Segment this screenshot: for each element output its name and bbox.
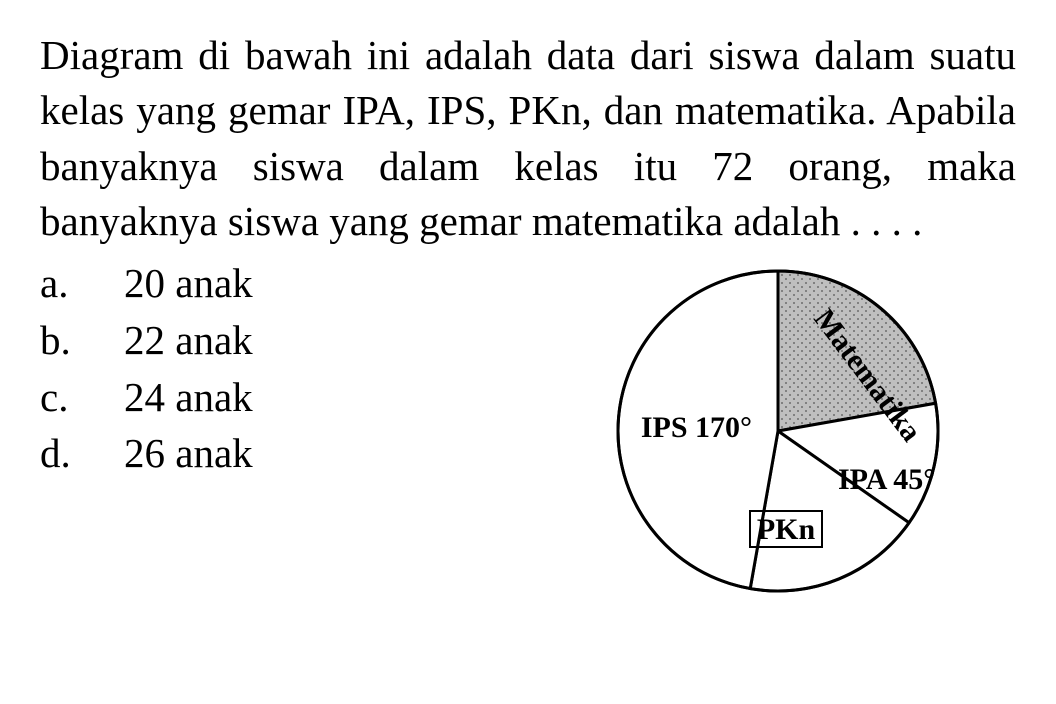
svg-text:IPA 45°: IPA 45° — [838, 463, 935, 496]
option-letter: b. — [40, 312, 124, 369]
option-text: 22 anak — [124, 312, 253, 369]
svg-text:IPS 170°: IPS 170° — [641, 411, 752, 444]
option-letter: d. — [40, 425, 124, 482]
lower-area: a. 20 anak b. 22 anak c. 24 anak d. 26 a… — [40, 255, 1016, 621]
question-text: Diagram di bawah ini adalah data dari si… — [40, 28, 1016, 249]
options-list: a. 20 anak b. 22 anak c. 24 anak d. 26 a… — [40, 255, 580, 481]
svg-text:PKn: PKn — [757, 513, 816, 546]
option-text: 20 anak — [124, 255, 253, 312]
option-letter: a. — [40, 255, 124, 312]
pie-chart-svg: IPS 170°IPA 45°PKnMatematika — [608, 261, 968, 621]
option-d: d. 26 anak — [40, 425, 580, 482]
pie-chart: IPS 170°IPA 45°PKnMatematika — [580, 255, 1016, 621]
option-a: a. 20 anak — [40, 255, 580, 312]
option-c: c. 24 anak — [40, 369, 580, 426]
option-text: 26 anak — [124, 425, 253, 482]
option-letter: c. — [40, 369, 124, 426]
option-b: b. 22 anak — [40, 312, 580, 369]
option-text: 24 anak — [124, 369, 253, 426]
